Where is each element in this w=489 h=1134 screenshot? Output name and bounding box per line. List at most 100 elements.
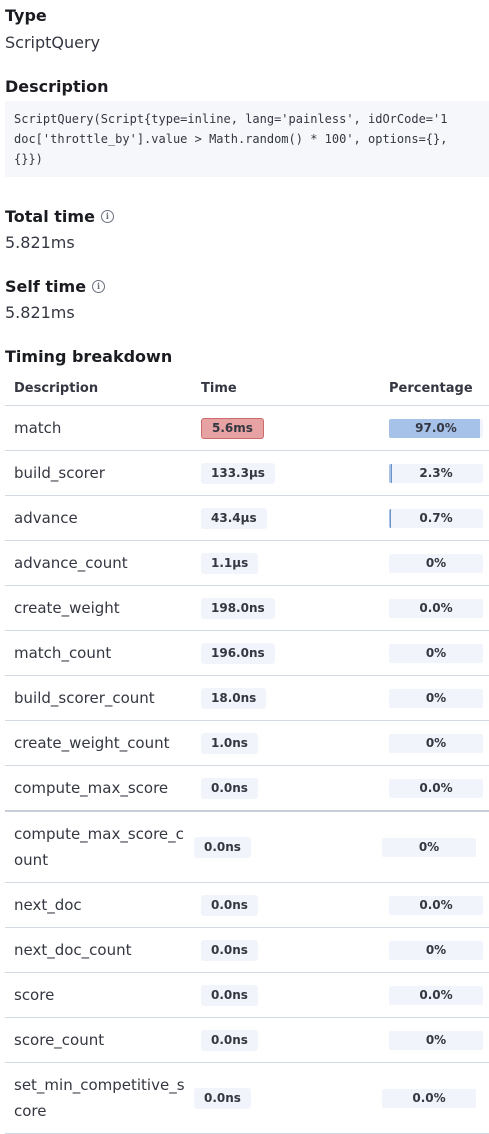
percentage-bar: 0.0% — [389, 895, 483, 915]
row-time-cell: 0.0ns — [192, 777, 380, 799]
row-time-cell: 18.0ns — [192, 687, 380, 709]
percentage-bar: 0% — [389, 733, 483, 753]
time-badge: 0.0ns — [194, 837, 251, 858]
percentage-bar: 2.3% — [389, 463, 483, 483]
table-row: match_count 196.0ns 0% — [5, 631, 489, 676]
time-badge: 133.3µs — [201, 463, 275, 484]
row-description: advance_count — [14, 554, 128, 572]
percentage-bar-fill — [389, 418, 481, 438]
table-row: advance 43.4µs 0.7% — [5, 496, 489, 541]
time-badge: 5.6ms — [201, 418, 264, 439]
percentage-bar: 0.7% — [389, 508, 483, 528]
percentage-text: 0% — [425, 645, 447, 660]
row-time-cell: 0.0ns — [192, 984, 380, 1006]
time-badge: 1.0ns — [201, 733, 258, 754]
row-time-cell: 133.3µs — [192, 462, 380, 484]
percentage-bar: 0% — [389, 553, 483, 573]
percentage-text: 0% — [425, 690, 447, 705]
row-percentage-cell: 0% — [380, 1030, 489, 1050]
row-time-cell: 43.4µs — [192, 507, 380, 529]
percentage-bar: 0% — [382, 837, 476, 857]
description-label: Description — [5, 77, 109, 96]
percentage-text: 97.0% — [415, 420, 457, 435]
time-badge: 0.0ns — [201, 778, 258, 799]
row-percentage-cell: 0.0% — [380, 985, 489, 1005]
table-row: score_count 0.0ns 0% — [5, 1018, 489, 1063]
row-time-cell: 198.0ns — [192, 597, 380, 619]
row-percentage-cell: 0% — [380, 733, 489, 753]
percentage-bar: 0% — [389, 1030, 483, 1050]
percentage-text: 0.0% — [419, 600, 453, 615]
row-time-cell: 1.0ns — [192, 732, 380, 754]
percentage-text: 0.0% — [412, 1090, 446, 1105]
percentage-text: 0% — [425, 942, 447, 957]
column-header-time[interactable]: Time — [201, 381, 237, 396]
code-line: doc['throttle_by'].value > Math.random()… — [14, 132, 448, 146]
percentage-text: 0.0% — [419, 780, 453, 795]
time-badge: 0.0ns — [201, 985, 258, 1006]
column-header-description[interactable]: Description — [14, 381, 99, 396]
table-row: advance_count 1.1µs 0% — [5, 541, 489, 586]
row-description: advance — [14, 509, 78, 527]
percentage-bar-fill — [389, 508, 392, 528]
table-row: match 5.6ms 97.0% — [5, 406, 489, 451]
time-badge: 0.0ns — [201, 895, 258, 916]
row-description: next_doc — [14, 896, 82, 914]
row-percentage-cell: 97.0% — [380, 418, 489, 438]
row-time-cell: 1.1µs — [192, 552, 380, 574]
table-row: next_doc 0.0ns 0.0% — [5, 883, 489, 928]
timing-breakdown-label: Timing breakdown — [5, 347, 173, 366]
row-percentage-cell: 0% — [380, 553, 489, 573]
table-row: compute_max_score 0.0ns 0.0% — [5, 766, 489, 812]
percentage-bar: 0.0% — [389, 985, 483, 1005]
row-description: compute_max_score_count — [14, 825, 184, 869]
row-percentage-cell: 0.7% — [380, 508, 489, 528]
table-row: create_weight 198.0ns 0.0% — [5, 586, 489, 631]
row-description: create_weight — [14, 599, 120, 617]
type-value: ScriptQuery — [5, 33, 101, 52]
row-time-cell: 0.0ns — [192, 1029, 380, 1051]
time-badge: 0.0ns — [201, 940, 258, 961]
total-time-title: Total time i — [5, 207, 114, 226]
description-title: Description — [5, 77, 108, 96]
row-time-cell: 0.0ns — [192, 939, 380, 961]
row-description: score_count — [14, 1031, 105, 1049]
percentage-text: 0% — [425, 735, 447, 750]
description-code-block: ScriptQuery(Script{type=inline, lang='pa… — [5, 101, 489, 177]
row-time-cell: 0.0ns — [185, 1087, 373, 1109]
percentage-text: 0.0% — [419, 987, 453, 1002]
table-row: set_min_competitive_score 0.0ns 0.0% — [5, 1063, 489, 1134]
percentage-bar: 0.0% — [382, 1088, 476, 1108]
row-percentage-cell: 0% — [380, 643, 489, 663]
info-icon[interactable]: i — [92, 280, 106, 293]
time-badge: 0.0ns — [201, 1030, 258, 1051]
table-row: next_doc_count 0.0ns 0% — [5, 928, 489, 973]
info-icon[interactable]: i — [100, 210, 114, 223]
row-time-cell: 0.0ns — [185, 836, 373, 858]
percentage-bar: 0.0% — [389, 598, 483, 618]
row-description: next_doc_count — [14, 941, 132, 959]
table-row: score 0.0ns 0.0% — [5, 973, 489, 1018]
time-badge: 0.0ns — [194, 1088, 251, 1109]
percentage-bar: 0% — [389, 688, 483, 708]
table-row: compute_max_score_count 0.0ns 0% — [5, 812, 489, 883]
row-percentage-cell: 0.0% — [373, 1088, 482, 1108]
percentage-text: 2.3% — [419, 465, 453, 480]
self-time-value: 5.821ms — [5, 303, 75, 322]
table-header: Description Time Percentage — [5, 372, 489, 406]
type-label: Type — [5, 6, 47, 25]
percentage-bar: 0% — [389, 940, 483, 960]
row-percentage-cell: 0.0% — [380, 598, 489, 618]
row-description: set_min_competitive_score — [14, 1076, 185, 1120]
percentage-text: 0.7% — [419, 510, 453, 525]
table-row: build_scorer 133.3µs 2.3% — [5, 451, 489, 496]
self-time-title: Self time i — [5, 277, 106, 296]
code-line: ScriptQuery(Script{type=inline, lang='pa… — [14, 112, 448, 126]
percentage-bar: 0% — [389, 643, 483, 663]
row-time-cell: 0.0ns — [192, 894, 380, 916]
time-badge: 43.4µs — [201, 508, 267, 529]
total-time-value: 5.821ms — [5, 233, 75, 252]
column-header-percentage[interactable]: Percentage — [389, 381, 473, 396]
type-title: Type — [5, 6, 47, 25]
percentage-text: 0% — [425, 555, 447, 570]
